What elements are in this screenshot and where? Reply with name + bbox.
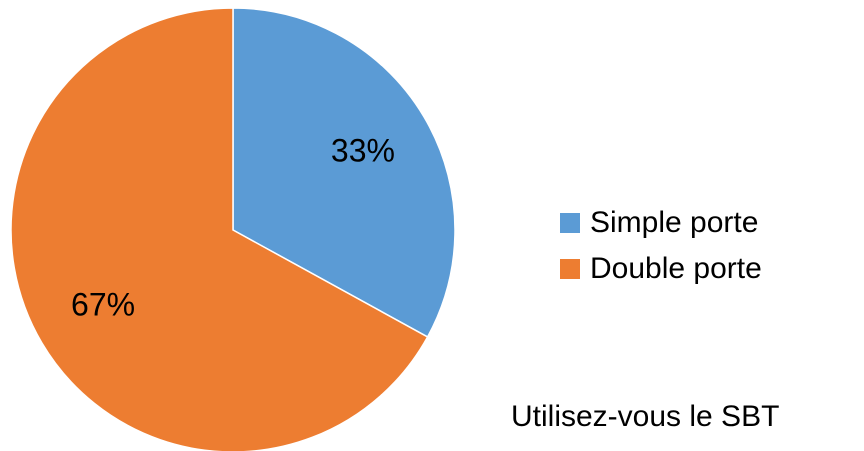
legend-label-simple-porte: Simple porte — [590, 206, 759, 239]
pie-slices — [10, 7, 456, 451]
legend-item-simple-porte: Simple porte — [560, 200, 762, 246]
data-label-simple-porte: 33% — [331, 133, 395, 169]
pie-slice-double-porte — [10, 7, 429, 451]
chart-legend: Simple porte Double porte — [560, 200, 762, 292]
data-label-double-porte: 67% — [71, 286, 135, 322]
pie-slice-simple-porte — [232, 7, 456, 338]
pie-data-labels: 33% 67% — [71, 133, 395, 323]
legend-item-double-porte: Double porte — [560, 246, 762, 292]
legend-label-double-porte: Double porte — [590, 252, 762, 285]
legend-swatch-double-porte — [560, 259, 580, 279]
chart-caption: Utilisez-vous le SBT — [511, 400, 780, 433]
legend-swatch-simple-porte — [560, 213, 580, 233]
